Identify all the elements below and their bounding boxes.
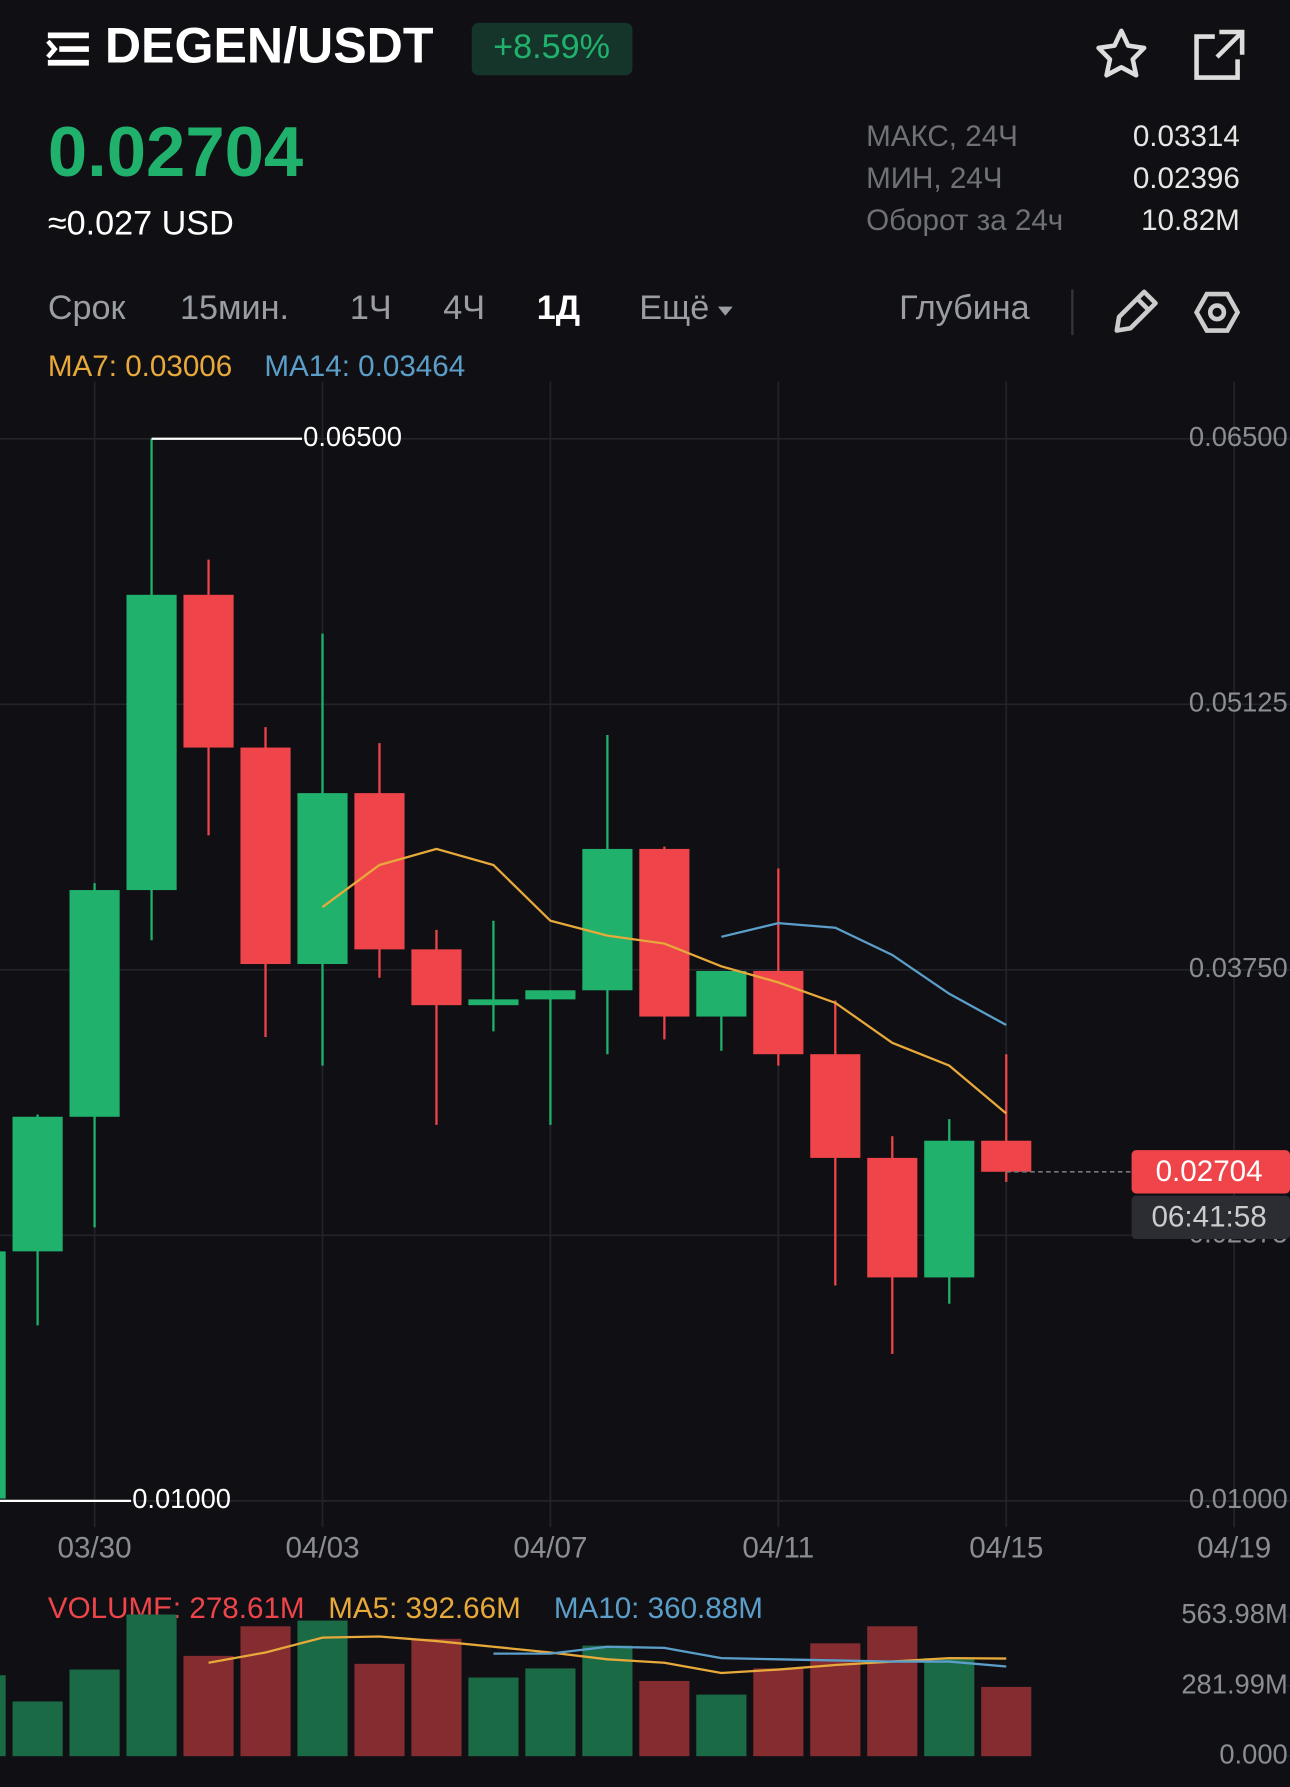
candle-body: [0, 1251, 6, 1499]
volume-bar: [354, 1663, 405, 1757]
volume-bar: [0, 1675, 6, 1757]
dropdown-arrow: [717, 306, 733, 316]
change: +8.59%: [493, 28, 610, 66]
candle-body: [924, 1140, 975, 1278]
countdown-badge: [1131, 1195, 1290, 1240]
tab[interactable]: 15мин.: [180, 289, 289, 327]
candle-body: [126, 594, 177, 891]
pair-name[interactable]: DEGEN/USDT: [105, 17, 434, 73]
plot: [0, 438, 1032, 1757]
vol-ma5-legend: MA5: 392.66M: [328, 1592, 521, 1625]
x-tick-label: 04/03: [285, 1532, 359, 1565]
ma14-legend: MA14: 0.03464: [264, 350, 465, 383]
volume-bar: [525, 1668, 576, 1757]
stat-value: 10.82M: [1141, 204, 1240, 237]
volume-tick-label: 281.99M: [1181, 1668, 1287, 1699]
volume-bar: [411, 1638, 462, 1757]
stat-label: МИН, 24Ч: [866, 162, 1002, 195]
candle-body: [525, 990, 576, 1000]
candle-body: [696, 970, 747, 1017]
candle-body: [981, 1140, 1032, 1172]
change-badge: [471, 22, 633, 76]
stat-value: 0.03314: [1133, 120, 1240, 153]
max-marker-label: 0.06500: [303, 421, 402, 452]
settings-icon[interactable]: [1193, 291, 1241, 333]
tab-active[interactable]: 1Д: [537, 289, 580, 327]
last-price-label: 0.02704: [1156, 1155, 1263, 1188]
volume-bar: [582, 1645, 633, 1757]
volume-bar: [126, 1614, 177, 1757]
depth-tab[interactable]: Глубина: [899, 289, 1030, 327]
stat-label: МАКС, 24Ч: [866, 120, 1018, 153]
candle-body: [297, 793, 348, 965]
volume-bar: [240, 1626, 291, 1757]
x-tick-label: 04/15: [969, 1532, 1043, 1565]
tab[interactable]: 4Ч: [443, 289, 485, 327]
volume-tick-label: 0.000: [1219, 1738, 1287, 1769]
tab[interactable]: Ещё: [639, 289, 709, 327]
ma-line: [208, 1635, 1007, 1675]
volume-bar: [924, 1658, 975, 1757]
candle-body: [354, 793, 405, 950]
volume-bar: [69, 1669, 120, 1757]
stat-value: 0.02396: [1133, 162, 1240, 195]
candle-body: [867, 1157, 918, 1278]
share-icon[interactable]: [1194, 29, 1245, 80]
draw-icon[interactable]: [1114, 289, 1158, 333]
candle-body: [468, 999, 519, 1006]
candle-body: [753, 970, 804, 1055]
menu-icon[interactable]: [46, 32, 89, 66]
y-tick-label: 0.05125: [1189, 687, 1288, 718]
volume-bar: [753, 1668, 804, 1757]
x-tick-label: 04/11: [742, 1532, 814, 1565]
volume-bar: [183, 1655, 234, 1757]
x-tick-label: 03/30: [58, 1532, 132, 1565]
volume-bar: [981, 1686, 1032, 1757]
candle-body: [639, 848, 690, 1017]
vol-ma10-legend: MA10: 360.88M: [554, 1592, 763, 1625]
volume-bar: [867, 1626, 918, 1757]
last-price-badge: [1131, 1150, 1290, 1194]
y-tick-label: 0.06500: [1189, 421, 1288, 452]
candle-body: [12, 1116, 63, 1252]
usd-price: ≈0.027 USD: [48, 205, 234, 243]
candle-body: [183, 594, 234, 748]
volume-bar: [696, 1694, 747, 1757]
volume-bar: [468, 1677, 519, 1757]
candle-body: [810, 1054, 861, 1158]
volume-bar: [810, 1643, 861, 1757]
candle-body: [69, 890, 120, 1117]
overlay: 0.065000.051250.037500.023750.0100003/30…: [0, 421, 1290, 1769]
volume-tick-label: 563.98M: [1181, 1598, 1287, 1629]
tab[interactable]: 1Ч: [350, 289, 392, 327]
y-tick-label: 0.03750: [1189, 952, 1288, 983]
ma-line: [493, 1645, 1007, 1668]
ma-line: [721, 921, 1007, 1027]
candle-body: [582, 848, 633, 991]
candle-body: [240, 747, 291, 965]
tab[interactable]: Срок: [48, 289, 127, 327]
y-tick-label: 0.01000: [1189, 1483, 1288, 1514]
min-marker-label: 0.01000: [132, 1483, 231, 1514]
candle-body: [411, 949, 462, 1006]
volume-bar: [297, 1620, 348, 1757]
x-tick-label: 04/07: [513, 1532, 587, 1565]
volume-bar: [12, 1701, 63, 1757]
countdown-label: 06:41:58: [1151, 1200, 1266, 1233]
last-price: 0.02704: [48, 112, 303, 191]
x-tick-label: 04/19: [1197, 1532, 1271, 1565]
stat-label: Оборот за 24ч: [866, 204, 1063, 237]
favorite-icon[interactable]: [1096, 28, 1147, 78]
ma7-legend: MA7: 0.03006: [48, 350, 232, 383]
volume-bar: [639, 1680, 690, 1757]
ma-line: [321, 847, 1007, 1115]
